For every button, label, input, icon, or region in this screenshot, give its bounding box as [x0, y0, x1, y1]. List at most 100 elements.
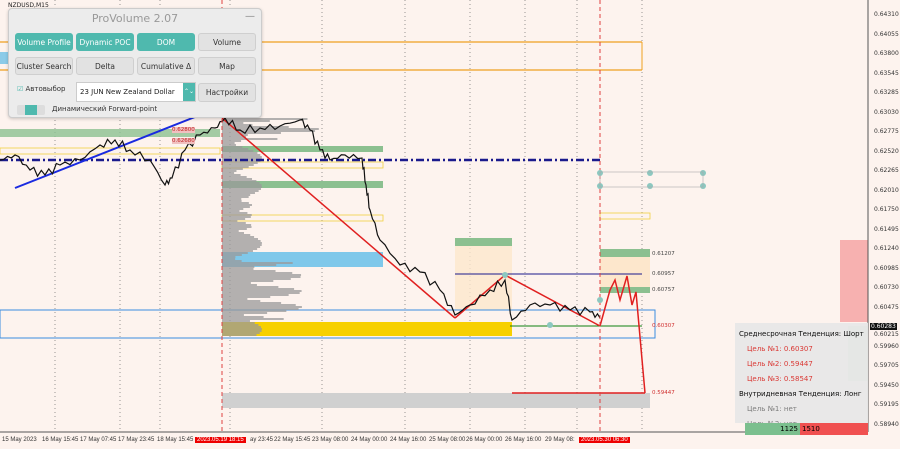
target-zone — [600, 287, 650, 293]
level-label: 0.62680 — [172, 138, 195, 144]
green-zone — [222, 181, 383, 188]
profile-bar — [222, 242, 262, 244]
time-tick: 29 May 08: — [545, 437, 575, 443]
settings-button[interactable]: Настройки — [198, 83, 256, 102]
profile-bar — [222, 202, 249, 204]
level-label: 0.60757 — [652, 287, 675, 293]
level-label: 0.60957 — [652, 271, 675, 277]
medium-target: Цель №2: 0.59447 — [747, 360, 813, 368]
autoselect-checkbox[interactable]: ☑ Автовыбор — [17, 85, 66, 93]
instrument-value: 23 JUN New Zealand Dollar — [80, 88, 175, 96]
price-tick: 0.59705 — [874, 362, 899, 369]
profile-bar — [222, 224, 252, 226]
time-tick: 24 May 00:00 — [351, 437, 388, 443]
target-zone — [600, 249, 650, 257]
profile-bar — [222, 134, 248, 136]
time-tick: 2023.05.30 06:30 — [579, 437, 630, 443]
profile-bar — [222, 120, 270, 122]
chevron-updown-icon[interactable]: ⌃⌄ — [183, 83, 195, 101]
time-tick: 18 May 15:45 — [157, 437, 194, 443]
profile-bar — [222, 322, 255, 324]
profile-bar — [222, 214, 252, 216]
profile-bar — [222, 220, 238, 222]
profile-bar — [222, 320, 250, 322]
forward-point-label: Динамический Forward-point — [52, 105, 158, 113]
time-tick: 23 May 08:00 — [312, 437, 349, 443]
profile-bar — [222, 318, 284, 320]
price-tick: 0.63285 — [874, 89, 899, 96]
profile-bar — [222, 280, 274, 282]
selection-box — [599, 171, 704, 188]
profile-bar — [222, 278, 291, 280]
profile-bar — [222, 166, 249, 168]
yellow-zone — [222, 322, 512, 336]
minimize-button[interactable]: — — [245, 11, 255, 22]
profile-bar — [222, 218, 246, 220]
profile-bar — [222, 248, 258, 250]
cumulative-delta-button[interactable]: Cumulative Δ — [137, 57, 195, 75]
cluster-search-button[interactable]: Cluster Search — [15, 57, 73, 75]
profile-bar — [222, 292, 300, 294]
price-tick: 0.61240 — [874, 245, 899, 252]
green-zone — [222, 146, 383, 152]
profile-bar — [222, 186, 262, 188]
profile-bar — [222, 170, 237, 172]
profile-bar — [222, 236, 255, 238]
profile-bar — [222, 246, 261, 248]
time-tick: 17 May 23:45 — [118, 437, 155, 443]
orange-zone — [455, 246, 512, 310]
volume-button[interactable]: Volume — [198, 33, 256, 51]
price-tick: 0.63545 — [874, 69, 899, 77]
profile-bar — [222, 192, 255, 194]
time-tick: ay 23:45 — [250, 437, 274, 443]
map-button[interactable]: Map — [198, 57, 256, 75]
profile-bar — [222, 274, 302, 276]
profile-bar — [222, 208, 244, 210]
medium-target: Цель №1: 0.60307 — [747, 345, 813, 353]
time-tick: 26 May 00:00 — [466, 437, 503, 443]
intraday-trend: Внутридневная Тенденция: Лонг — [739, 390, 862, 398]
profile-bar — [222, 180, 257, 182]
profile-bar — [222, 238, 258, 240]
profile-bar — [222, 286, 279, 288]
buy-volume: 1125 — [745, 423, 800, 435]
zone-marker — [0, 52, 8, 64]
profile-bar — [222, 256, 236, 258]
gray-zone — [222, 393, 650, 408]
delta-button[interactable]: Delta — [76, 57, 134, 75]
profile-bar — [222, 168, 243, 170]
profile-bar — [222, 272, 293, 274]
price-tick: 0.62265 — [874, 167, 899, 174]
price-tick: 0.60215 — [874, 331, 899, 338]
price-tick: 0.59960 — [874, 342, 899, 350]
profile-bar — [222, 148, 249, 150]
profile-bar — [222, 232, 244, 234]
profile-bar — [222, 212, 248, 214]
profile-bar — [222, 234, 251, 236]
autoselect-label: Автовыбор — [25, 85, 66, 93]
medium-trend: Среднесрочная Тенденция: Шорт — [739, 330, 864, 338]
dynamic-poc-button[interactable]: Dynamic POC — [76, 33, 134, 51]
profile-bar — [222, 334, 257, 336]
profile-bar — [222, 162, 258, 164]
price-tick: 0.61750 — [874, 206, 899, 213]
range-box — [0, 309, 656, 339]
profile-bar — [222, 198, 242, 200]
symbol-label: NZDUSD,M15 — [8, 2, 49, 9]
price-tick: 0.60985 — [874, 264, 899, 272]
profile-bar — [222, 178, 253, 180]
time-tick: 17 May 07:45 — [80, 437, 117, 443]
profile-bar — [222, 228, 247, 230]
profile-bar — [222, 268, 254, 270]
price-tick: 0.60730 — [874, 284, 899, 291]
forward-point-toggle[interactable] — [17, 105, 45, 115]
dom-button[interactable]: DOM — [137, 33, 195, 51]
instrument-select[interactable]: 23 JUN New Zealand Dollar ⌃⌄ — [76, 82, 196, 102]
volume-profile-button[interactable]: Volume Profile — [15, 33, 73, 51]
profile-bar — [222, 128, 319, 130]
time-tick: 2023.05.19 18:15 — [195, 437, 246, 443]
provolume-panel: ProVolume 2.07 — Volume Profile Dynamic … — [8, 8, 262, 118]
yellow-outline-zone — [0, 147, 221, 155]
profile-bar — [222, 240, 261, 242]
profile-bar — [222, 176, 247, 178]
